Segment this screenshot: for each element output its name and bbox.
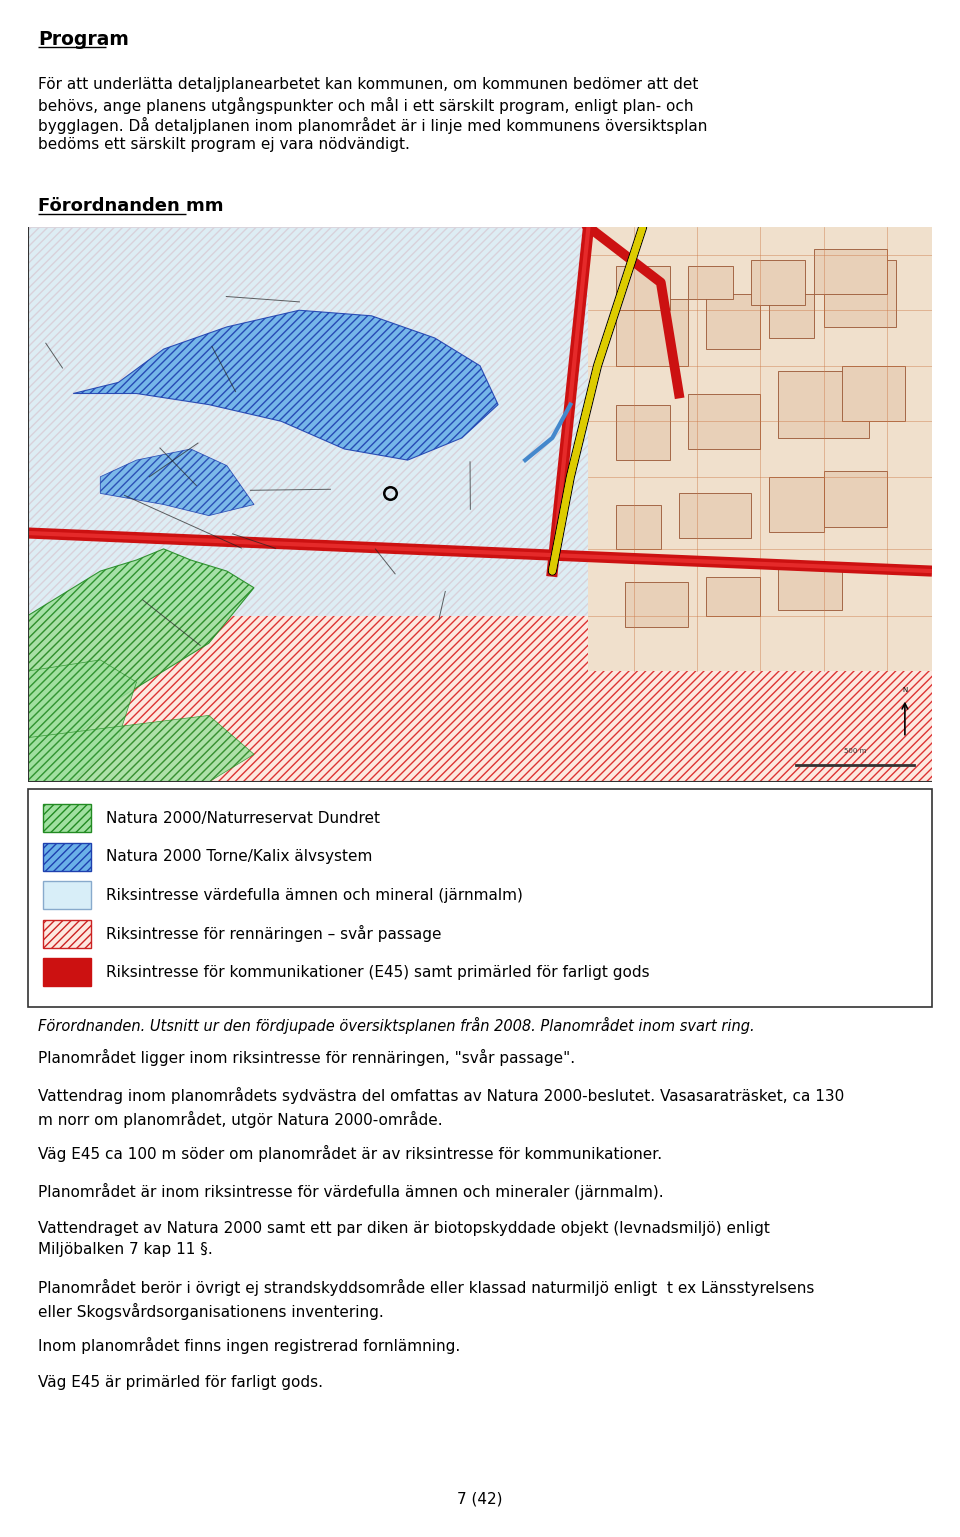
Bar: [706, 294, 760, 349]
Text: Riksintresse för kommunikationer (E45) samt primärled för farligt gods: Riksintresse för kommunikationer (E45) s…: [106, 965, 650, 981]
Text: Natura 2000 Torne/Kalix älvsystem: Natura 2000 Torne/Kalix älvsystem: [106, 848, 372, 864]
Bar: [706, 576, 760, 615]
Text: Förordnanden. Utsnitt ur den fördjupade översiktsplanen från 2008. Planområdet i: Förordnanden. Utsnitt ur den fördjupade …: [38, 1017, 755, 1034]
Text: 7 (42): 7 (42): [457, 1492, 503, 1506]
Bar: [28, 227, 615, 615]
Bar: [615, 404, 670, 460]
Polygon shape: [28, 549, 254, 782]
Text: bygglagen. Då detaljplanen inom planområdet är i linje med kommunens översiktspl: bygglagen. Då detaljplanen inom planområ…: [38, 117, 708, 134]
Text: Riksintresse värdefulla ämnen och mineral (järnmalm): Riksintresse värdefulla ämnen och minera…: [106, 888, 523, 902]
Bar: [615, 504, 660, 549]
Text: Vattendraget av Natura 2000 samt ett par diken är biotopskyddade objekt (levnads: Vattendraget av Natura 2000 samt ett par…: [38, 1220, 770, 1257]
Text: Planområdet ligger inom riksintresse för rennäringen, "svår passage".: Planområdet ligger inom riksintresse för…: [38, 1048, 575, 1067]
Bar: [779, 372, 869, 438]
Bar: [688, 266, 733, 300]
Bar: [779, 566, 842, 610]
Text: Planområdet är inom riksintresse för värdefulla ämnen och mineraler (järnmalm).: Planområdet är inom riksintresse för vär…: [38, 1183, 663, 1200]
Bar: [43, 842, 91, 870]
Bar: [43, 959, 91, 987]
Bar: [679, 493, 752, 538]
Text: Förordnanden mm: Förordnanden mm: [38, 197, 224, 215]
Bar: [752, 260, 805, 304]
Text: Inom planområdet finns ingen registrerad fornlämning.: Inom planområdet finns ingen registrerad…: [38, 1337, 460, 1354]
Bar: [769, 294, 814, 338]
Bar: [824, 260, 896, 327]
Bar: [28, 788, 932, 1007]
Text: bedöms ett särskilt program ej vara nödvändigt.: bedöms ett särskilt program ej vara nödv…: [38, 137, 410, 152]
Bar: [615, 300, 688, 366]
Text: 500 m: 500 m: [844, 749, 866, 755]
Polygon shape: [28, 659, 136, 782]
Bar: [615, 266, 670, 310]
Polygon shape: [28, 715, 254, 782]
Text: Väg E45 är primärled för farligt gods.: Väg E45 är primärled för farligt gods.: [38, 1376, 323, 1389]
Text: Vattendrag inom planområdets sydvästra del omfattas av Natura 2000-beslutet. Vas: Vattendrag inom planområdets sydvästra d…: [38, 1087, 844, 1128]
Bar: [43, 804, 91, 832]
Text: Program: Program: [38, 31, 129, 49]
Text: För att underlätta detaljplanearbetet kan kommunen, om kommunen bedömer att det: För att underlätta detaljplanearbetet ka…: [38, 77, 698, 92]
Text: N: N: [902, 687, 907, 693]
Text: Riksintresse för rennäringen – svår passage: Riksintresse för rennäringen – svår pass…: [106, 925, 442, 942]
Bar: [43, 919, 91, 948]
Text: Natura 2000/Naturreservat Dundret: Natura 2000/Naturreservat Dundret: [106, 810, 380, 825]
Bar: [814, 249, 887, 294]
Polygon shape: [101, 449, 254, 515]
Bar: [625, 583, 688, 627]
Text: Väg E45 ca 100 m söder om planområdet är av riksintresse för kommunikationer.: Väg E45 ca 100 m söder om planområdet är…: [38, 1145, 662, 1162]
Text: Planområdet berör i övrigt ej strandskyddsområde eller klassad naturmiljö enligt: Planområdet berör i övrigt ej strandskyd…: [38, 1279, 814, 1320]
Bar: [769, 476, 824, 532]
Bar: [43, 881, 91, 910]
Polygon shape: [73, 310, 498, 460]
Bar: [588, 227, 932, 672]
Bar: [688, 393, 760, 449]
Bar: [824, 472, 887, 527]
Bar: [842, 366, 905, 421]
Text: behövs, ange planens utgångspunkter och mål i ett särskilt program, enligt plan-: behövs, ange planens utgångspunkter och …: [38, 97, 693, 114]
